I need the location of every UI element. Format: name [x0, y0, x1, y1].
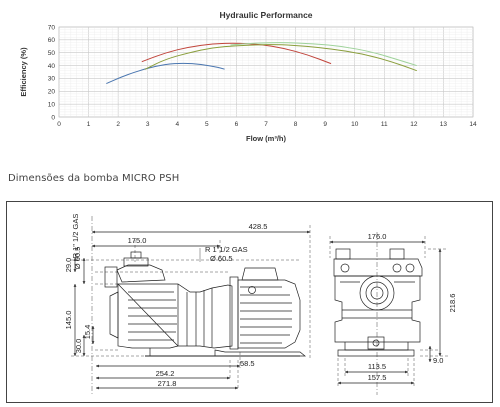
front-view-pump	[333, 248, 423, 357]
x-tick-label: 5	[205, 121, 209, 128]
y-tick-label: 10	[48, 101, 56, 108]
dim-r-thread-vertical: R 1" 1/2 GAS	[71, 214, 80, 259]
dim-428-5: 428.5	[249, 222, 268, 231]
dim-176-0: 176.0	[368, 232, 387, 241]
y-tick-label: 50	[48, 50, 56, 57]
y-tick-label: 60	[48, 37, 56, 44]
y-tick-label: 40	[48, 63, 56, 70]
x-tick-label: 9	[323, 121, 327, 128]
y-axis-label: Efficiency (%)	[19, 47, 28, 97]
dim-254-2: 254.2	[156, 369, 175, 378]
y-tick-label: 20	[48, 89, 56, 96]
side-view-pump	[104, 251, 306, 357]
series-lines	[106, 42, 417, 85]
x-tick-label: 2	[116, 121, 120, 128]
dim-dia-60-5-vertical: Ø 60.5	[73, 247, 82, 270]
y-tick-label: 0	[51, 114, 55, 121]
front-view-dimension-lines	[329, 232, 448, 395]
x-tick-label: 11	[381, 121, 388, 128]
x-tick-label: 4	[175, 121, 179, 128]
dimensions-caption: Dimensões da bomba MICRO PSH	[8, 173, 180, 184]
dim-58-5: 58.5	[240, 359, 255, 368]
dim-r-thread-horizontal: R 1"1/2 GAS	[205, 245, 248, 254]
x-tick-label: 3	[146, 121, 150, 128]
y-tick-labels: 0 10 20 30 40 50 60 70	[48, 24, 56, 121]
dim-113-5: 113.5	[368, 362, 386, 371]
dim-175-0: 175.0	[128, 236, 147, 245]
side-view-dimension-lines	[71, 216, 311, 394]
dim-9-0: 9.0	[433, 356, 443, 365]
y-tick-label: 30	[48, 76, 56, 83]
dim-15-4: 15.4	[83, 325, 92, 340]
dim-271-8: 271.8	[158, 379, 177, 388]
x-tick-label: 13	[440, 121, 448, 128]
dim-30-0: 30.0	[74, 339, 83, 354]
drawing-frame	[6, 201, 493, 403]
x-tick-label: 8	[294, 121, 298, 128]
x-tick-label: 10	[351, 121, 359, 128]
x-tick-label: 12	[410, 121, 418, 128]
x-tick-label: 1	[87, 121, 91, 128]
series-line-4	[230, 42, 417, 67]
series-line-1	[106, 62, 225, 85]
y-tick-label: 70	[48, 24, 56, 31]
series-line-2	[141, 42, 332, 65]
x-tick-label: 14	[469, 121, 477, 128]
x-tick-labels: 0 1 2 3 4 5 6 7 8 9 10 11 12 13 14	[57, 121, 477, 128]
x-tick-label: 6	[235, 121, 239, 128]
chart-title: Hydraulic Performance	[219, 10, 312, 20]
x-tick-label: 7	[264, 121, 268, 128]
chart-grid	[58, 26, 474, 118]
dim-218-6: 218.6	[448, 294, 457, 313]
dim-29-0: 29.0	[64, 258, 73, 273]
x-axis-label: Flow (m³/h)	[246, 134, 286, 143]
series-line-3	[144, 44, 417, 72]
dim-145-0: 145.0	[64, 311, 73, 330]
x-tick-label: 0	[57, 121, 61, 128]
dim-dia-60-5-horizontal: Ø 60.5	[210, 254, 233, 263]
dim-157-5: 157.5	[368, 373, 387, 382]
